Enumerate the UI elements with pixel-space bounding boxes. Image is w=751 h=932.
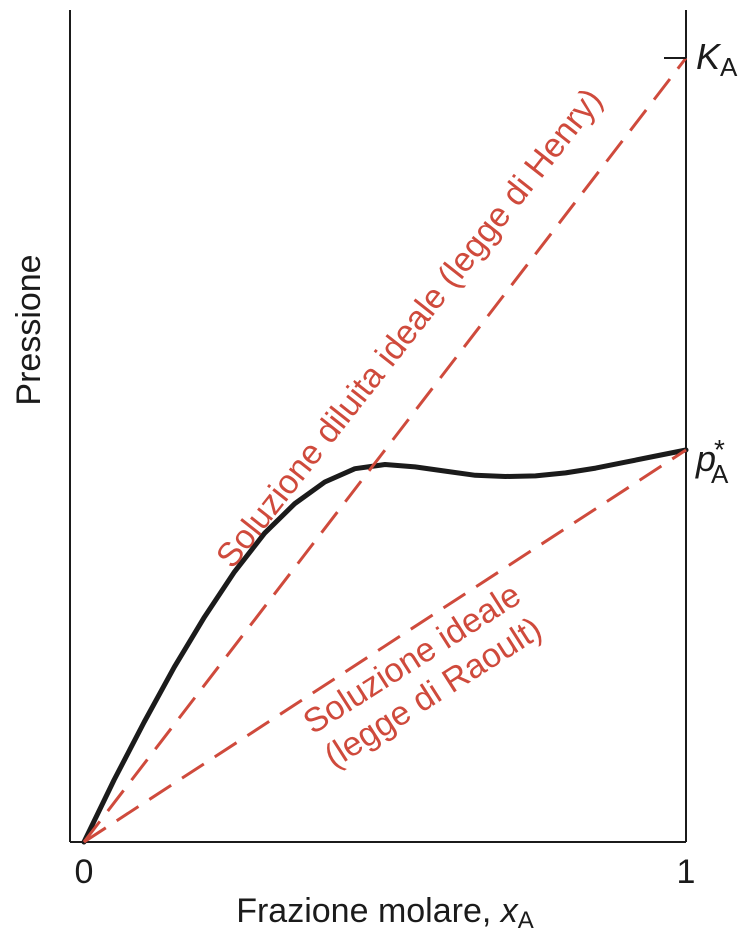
series-line-dashed-2 bbox=[83, 448, 687, 844]
series-layer bbox=[81, 57, 689, 845]
series-line-solid-0 bbox=[81, 447, 689, 845]
y-axis-label: Pressione bbox=[10, 254, 48, 405]
k-a-label: KA bbox=[696, 36, 738, 82]
x-axis-label: Frazione molare, xA bbox=[236, 892, 534, 932]
p-star-a-label: p* A bbox=[695, 434, 729, 489]
series-line-dashed-1 bbox=[82, 57, 688, 843]
x-tick-label-1: 1 bbox=[677, 853, 696, 891]
x-tick-label-0: 0 bbox=[75, 853, 94, 891]
henry-annotation: Soluzione diluita ideale (legge di Henry… bbox=[209, 81, 610, 575]
